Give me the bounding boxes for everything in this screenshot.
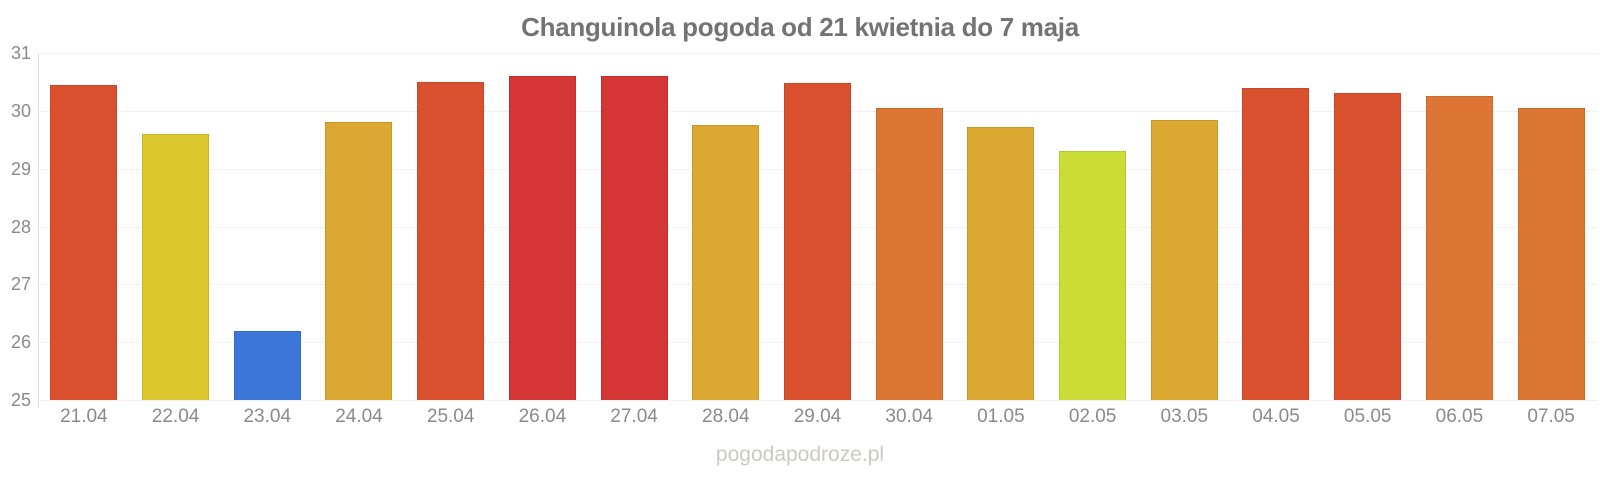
- x-tick-label-25-04: 25.04: [426, 406, 475, 427]
- x-axis-labels: 21.04 22.04 23.04 24.04 25.04 26.04 27.04 28.04…: [38, 406, 1597, 429]
- bar-29-04[interactable]: [783, 83, 851, 400]
- gridline-25: [38, 400, 1597, 401]
- x-tick-label-22-04: 22.04: [151, 406, 200, 427]
- x-tick-label-07-05: 07.05: [1527, 406, 1575, 427]
- bar-band-23-04: [221, 53, 313, 400]
- bars-container: [38, 53, 1597, 400]
- bar-21-04[interactable]: [50, 84, 118, 400]
- x-tick-label-27-04: 27.04: [610, 406, 658, 427]
- bar-band-02-05: [1047, 53, 1139, 400]
- bar-band-05-05: [1322, 53, 1414, 400]
- bar-band-30-04: [863, 53, 955, 400]
- bar-band-04-05: [1230, 53, 1322, 400]
- bar-band-06-05: [1414, 53, 1506, 400]
- x-tick-label-29-04: 29.04: [793, 406, 842, 427]
- bar-24-04[interactable]: [325, 122, 393, 400]
- y-axis-line: [38, 53, 39, 408]
- x-tick-label-23-04: 23.04: [243, 406, 292, 427]
- bar-05-05[interactable]: [1334, 93, 1402, 400]
- y-tick-label-30: 30: [10, 100, 31, 121]
- y-tick-label-27: 27: [10, 274, 31, 295]
- bar-04-05[interactable]: [1242, 87, 1310, 400]
- x-tick-label-26-04: 26.04: [518, 406, 567, 427]
- bar-band-25-04: [405, 53, 497, 400]
- bar-30-04[interactable]: [875, 107, 943, 400]
- bar-23-04[interactable]: [233, 330, 301, 400]
- plot-area: [38, 53, 1597, 401]
- bar-25-04[interactable]: [417, 81, 485, 400]
- bar-26-04[interactable]: [508, 76, 576, 400]
- bar-band-28-04: [680, 53, 772, 400]
- bar-03-05[interactable]: [1150, 119, 1218, 400]
- x-tick-label-04-05: 04.05: [1252, 406, 1300, 427]
- y-tick-label-29: 29: [10, 158, 31, 179]
- bar-band-27-04: [588, 53, 680, 400]
- bar-band-29-04: [772, 53, 864, 400]
- y-tick-label-25: 25: [10, 390, 31, 410]
- bar-27-04[interactable]: [600, 76, 668, 400]
- x-tick-label-03-05: 03.05: [1160, 406, 1209, 427]
- x-tick-label-24-04: 24.04: [335, 406, 383, 427]
- bar-band-01-05: [955, 53, 1047, 400]
- bar-band-03-05: [1138, 53, 1230, 400]
- x-tick-label-02-05: 02.05: [1068, 406, 1117, 427]
- chart-title: Changuinola pogoda od 21 kwietnia do 7 m…: [521, 12, 1079, 42]
- bar-band-26-04: [497, 53, 589, 400]
- x-tick-label-01-05: 01.05: [977, 406, 1025, 427]
- x-tick-label-28-04: 28.04: [702, 406, 750, 427]
- x-tick-label-06-05: 06.05: [1435, 406, 1484, 427]
- y-axis-labels: 25 26 27 28 29 30 31: [0, 44, 31, 409]
- bar-02-05[interactable]: [1059, 151, 1127, 400]
- bar-28-04[interactable]: [692, 125, 760, 400]
- x-tick-label-05-05: 05.05: [1343, 406, 1392, 427]
- bar-07-05[interactable]: [1517, 107, 1585, 400]
- bar-06-05[interactable]: [1425, 96, 1493, 400]
- bar-band-24-04: [313, 53, 405, 400]
- x-tick-label-21-04: 21.04: [60, 406, 108, 427]
- y-tick-label-31: 31: [10, 43, 31, 63]
- y-tick-label-28: 28: [10, 216, 31, 237]
- bar-band-22-04: [130, 53, 222, 400]
- watermark: pogodapodroze.pl: [715, 443, 885, 466]
- bar-band-07-05: [1505, 53, 1597, 400]
- bar-01-05[interactable]: [967, 127, 1035, 400]
- bar-band-21-04: [38, 53, 130, 400]
- gridline-31: [38, 53, 1597, 54]
- x-tick-label-30-04: 30.04: [885, 406, 933, 427]
- y-tick-label-26: 26: [10, 332, 31, 353]
- bar-22-04[interactable]: [142, 133, 210, 400]
